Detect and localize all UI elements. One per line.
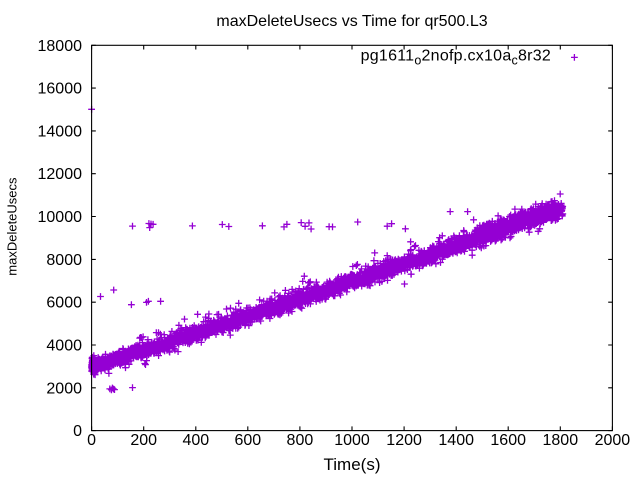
svg-text:14000: 14000 [38,123,83,140]
svg-text:0: 0 [87,432,96,449]
svg-text:1400: 1400 [438,432,474,449]
svg-text:0: 0 [73,423,82,440]
svg-text:maxDeleteUsecs: maxDeleteUsecs [4,177,19,276]
svg-text:Time(s): Time(s) [324,455,381,474]
svg-text:8000: 8000 [46,252,82,269]
svg-text:200: 200 [130,432,157,449]
svg-text:400: 400 [182,432,209,449]
svg-text:18000: 18000 [38,38,83,55]
svg-text:4000: 4000 [46,338,82,355]
svg-text:pg1611o2nofp.cx10ac8r32: pg1611o2nofp.cx10ac8r32 [361,47,551,67]
svg-text:2000: 2000 [46,380,82,397]
svg-text:1800: 1800 [543,432,579,449]
svg-text:1600: 1600 [490,432,526,449]
svg-text:1200: 1200 [386,432,422,449]
svg-text:600: 600 [234,432,261,449]
svg-text:10000: 10000 [38,209,83,226]
svg-text:800: 800 [287,432,314,449]
svg-text:16000: 16000 [38,81,83,98]
svg-text:maxDeleteUsecs vs Time for qr5: maxDeleteUsecs vs Time for qr500.L3 [216,13,487,30]
svg-text:12000: 12000 [38,166,83,183]
svg-text:1000: 1000 [334,432,370,449]
svg-text:6000: 6000 [46,295,82,312]
svg-text:2000: 2000 [595,432,631,449]
